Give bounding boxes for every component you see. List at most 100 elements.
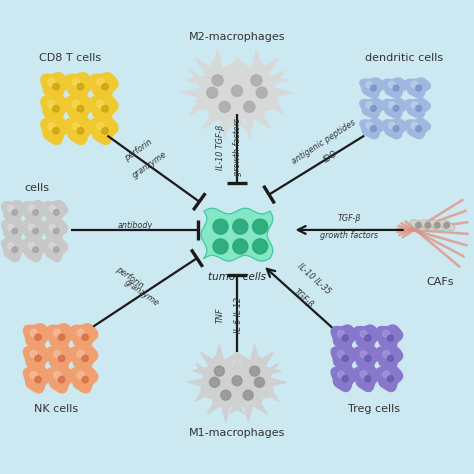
Circle shape [8, 243, 14, 249]
Circle shape [30, 372, 37, 379]
Polygon shape [188, 356, 241, 409]
Circle shape [54, 329, 61, 337]
Circle shape [35, 334, 41, 340]
Circle shape [393, 105, 399, 111]
Circle shape [54, 210, 59, 215]
Circle shape [77, 350, 84, 357]
Text: CAFs: CAFs [426, 277, 453, 287]
Circle shape [54, 350, 61, 357]
Polygon shape [405, 118, 430, 138]
Circle shape [411, 82, 418, 88]
Polygon shape [206, 60, 268, 122]
Polygon shape [2, 238, 26, 262]
Circle shape [33, 247, 38, 253]
Circle shape [337, 371, 344, 378]
Polygon shape [2, 219, 26, 243]
Polygon shape [181, 62, 244, 124]
Text: IL-10 IL-35: IL-10 IL-35 [295, 262, 332, 297]
Circle shape [28, 205, 35, 211]
Text: growth factors: growth factors [320, 231, 378, 240]
Circle shape [387, 335, 393, 341]
Text: dendritic cells: dendritic cells [365, 53, 443, 63]
Polygon shape [65, 117, 93, 145]
Polygon shape [228, 345, 281, 398]
Circle shape [213, 219, 228, 234]
Polygon shape [360, 118, 385, 138]
Polygon shape [43, 238, 68, 262]
Polygon shape [376, 346, 402, 371]
Polygon shape [41, 95, 69, 122]
Circle shape [58, 355, 65, 362]
Circle shape [101, 128, 108, 134]
Circle shape [425, 222, 431, 228]
Circle shape [8, 224, 14, 230]
Polygon shape [23, 366, 51, 393]
Circle shape [12, 210, 18, 215]
Circle shape [233, 219, 248, 234]
Circle shape [411, 122, 418, 129]
Circle shape [58, 376, 65, 383]
Polygon shape [383, 118, 408, 138]
Polygon shape [22, 238, 47, 262]
Circle shape [253, 239, 268, 254]
Circle shape [82, 355, 88, 362]
Polygon shape [354, 325, 380, 351]
Polygon shape [193, 75, 256, 138]
Text: perforin: perforin [122, 137, 154, 163]
Circle shape [207, 87, 218, 98]
Polygon shape [405, 99, 430, 118]
Polygon shape [331, 346, 357, 371]
Circle shape [54, 372, 61, 379]
Text: perforin: perforin [114, 264, 145, 290]
Polygon shape [405, 78, 430, 98]
Circle shape [58, 334, 65, 340]
Polygon shape [186, 49, 249, 111]
Circle shape [33, 210, 38, 215]
Circle shape [48, 122, 55, 130]
Circle shape [30, 350, 37, 357]
Text: TGF-β: TGF-β [337, 214, 361, 223]
Polygon shape [360, 99, 385, 118]
Polygon shape [90, 73, 118, 100]
Circle shape [243, 390, 253, 400]
Circle shape [213, 239, 228, 254]
Circle shape [256, 87, 267, 98]
Text: IL-6 IL-12: IL-6 IL-12 [234, 297, 243, 333]
Circle shape [231, 85, 243, 96]
Polygon shape [233, 356, 286, 409]
Circle shape [72, 122, 80, 130]
Circle shape [8, 205, 14, 211]
Circle shape [366, 122, 373, 129]
Circle shape [54, 247, 59, 253]
Circle shape [416, 105, 421, 111]
Text: cells: cells [24, 182, 49, 192]
Polygon shape [43, 201, 68, 224]
Circle shape [389, 82, 395, 88]
Circle shape [28, 243, 35, 249]
Circle shape [97, 78, 104, 86]
Text: IL-10 TGF-β: IL-10 TGF-β [216, 125, 225, 170]
Circle shape [77, 372, 84, 379]
Polygon shape [90, 117, 118, 145]
Circle shape [365, 376, 371, 382]
Circle shape [383, 371, 390, 378]
Ellipse shape [429, 220, 446, 231]
Circle shape [82, 376, 88, 383]
Circle shape [48, 100, 55, 108]
Circle shape [383, 351, 390, 357]
Polygon shape [210, 354, 264, 407]
Circle shape [244, 101, 255, 112]
Polygon shape [65, 73, 93, 100]
Circle shape [219, 101, 230, 112]
Circle shape [233, 239, 248, 254]
Circle shape [342, 376, 348, 382]
Circle shape [360, 371, 367, 378]
Circle shape [48, 78, 55, 86]
Ellipse shape [419, 220, 436, 231]
Circle shape [383, 330, 390, 337]
Polygon shape [43, 219, 68, 243]
Circle shape [35, 376, 41, 383]
Polygon shape [23, 345, 51, 372]
Circle shape [389, 102, 395, 109]
Text: antibody: antibody [118, 221, 153, 230]
